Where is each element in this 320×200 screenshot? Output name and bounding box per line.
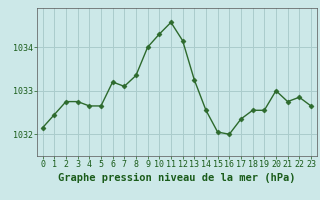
X-axis label: Graphe pression niveau de la mer (hPa): Graphe pression niveau de la mer (hPa): [58, 173, 296, 183]
